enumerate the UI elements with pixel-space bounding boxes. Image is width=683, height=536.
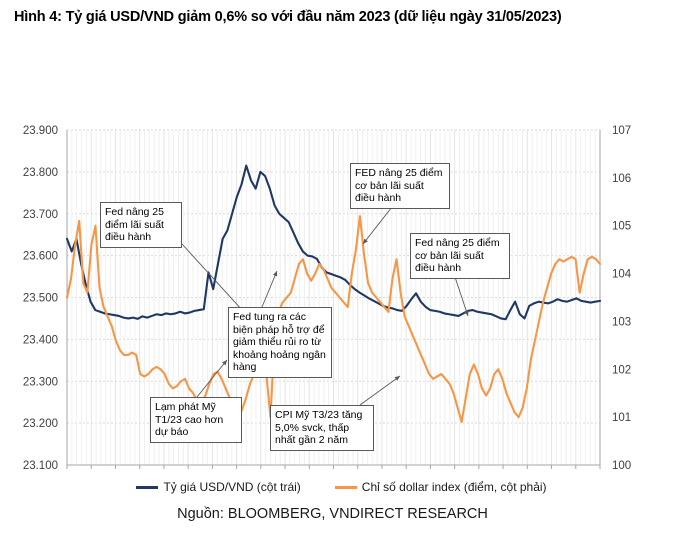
leader-fed-hike-3 <box>454 276 469 317</box>
y-axis-tick-left: 23.500 <box>23 293 58 305</box>
y-axis-tick-left: 23.400 <box>23 334 58 346</box>
y-axis-tick-left: 23.300 <box>23 376 58 388</box>
legend-label-usdvnd: Tỷ giá USD/VND (cột trái) <box>163 480 301 494</box>
y-axis-tick-left: 23.900 <box>23 125 58 137</box>
leader-fed-hike-3-arrowhead <box>464 310 469 316</box>
y-axis-tick-right: 100 <box>612 460 631 472</box>
y-axis-tick-right: 106 <box>612 173 631 185</box>
y-axis-tick-left: 23.700 <box>23 209 58 221</box>
legend-item-usdvnd: Tỷ giá USD/VND (cột trái) <box>136 480 301 494</box>
annotation-fed-support: Fed tung ra các biện pháp hỗ trợ để giảm… <box>228 307 332 378</box>
series-line-dollar-index <box>65 215 602 423</box>
y-axis-tick-right: 103 <box>612 316 631 328</box>
legend-item-dollar-index: Chỉ số dollar index (điểm, cột phải) <box>334 480 547 494</box>
source-note: Nguồn: BLOOMBERG, VNDIRECT RESEARCH <box>177 506 488 522</box>
line-swatch-orange-icon <box>334 485 357 489</box>
annotation-fed-hike-1: Fed nâng 25 điểm lãi suất điều hành <box>100 202 182 248</box>
y-axis-tick-right: 107 <box>612 125 631 137</box>
y-axis-tick-right: 102 <box>612 364 631 376</box>
y-axis-tick-left: 23.600 <box>23 251 58 263</box>
leader-fed-hike-2 <box>362 206 393 245</box>
chart-figure: 23.100 23.200 23.300 23.400 23.500 23.600 23.7… <box>0 58 683 536</box>
leader-cpi <box>359 375 401 406</box>
page-title: Hình 4: Tỷ giá USD/VND giảm 0,6% so với … <box>14 9 562 25</box>
chart-legend: Tỷ giá USD/VND (cột trái) Chỉ số dollar … <box>0 476 683 498</box>
legend-label-dollar-index: Chỉ số dollar index (điểm, cột phải) <box>361 480 547 494</box>
y-axis-tick-left: 23.200 <box>23 418 58 430</box>
annotation-fed-hike-3: Fed nâng 25 điểm cơ bản lãi suất điều hà… <box>410 233 510 279</box>
leader-fed-support <box>261 270 278 308</box>
leader-fed-hike-2-arrowhead <box>363 238 368 244</box>
y-axis-tick-left: 23.800 <box>23 167 58 179</box>
y-axis-tick-right: 104 <box>612 269 632 281</box>
leader-us-inflation-arrowhead <box>222 360 227 366</box>
y-axis-tick-left: 23.100 <box>23 460 58 472</box>
y-axis-tick-right: 105 <box>612 221 631 233</box>
y-axis-tick-right: 101 <box>612 412 631 424</box>
leader-fed-support-arrowhead <box>272 271 278 277</box>
plot-area: 23.100 23.200 23.300 23.400 23.500 23.600 23.7… <box>0 58 683 473</box>
line-swatch-blue-icon <box>136 485 159 489</box>
annotation-us-inflation: Lạm phát Mỹ T1/23 cao hơn dự báo <box>150 397 242 443</box>
leader-cpi-arrowhead <box>394 376 400 381</box>
leader-us-inflation <box>196 359 228 398</box>
annotation-fed-hike-2: FED nâng 25 điểm cơ bản lãi suất điều hà… <box>350 163 450 209</box>
annotation-cpi: CPI Mỹ T3/23 tăng 5,0% svck, thấp nhất g… <box>270 405 374 451</box>
series-line-usdvnd <box>65 164 602 321</box>
